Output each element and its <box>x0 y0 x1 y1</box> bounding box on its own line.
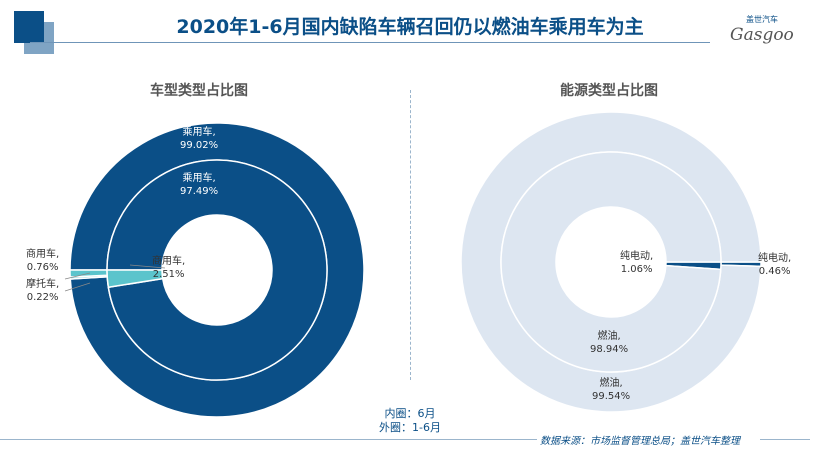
inner-ring-slice <box>106 269 164 289</box>
label-outer-electric: 纯电动, 0.46% <box>758 253 792 277</box>
footer-line <box>760 439 810 440</box>
gasgoo-logo: 盖世汽车 Gasgoo <box>730 15 794 45</box>
data-source: 数据来源：市场监督管理总局；盖世汽车整理 <box>540 436 740 447</box>
leader-line <box>64 272 91 280</box>
title-decoration <box>14 11 44 43</box>
leader-line <box>64 282 91 292</box>
label-inner-electric: 纯电动, 1.06% <box>620 251 654 275</box>
inner-ring-slice <box>106 159 328 381</box>
label-outer-passenger: 乘用车, 99.02% <box>180 127 219 151</box>
footer-line <box>0 439 537 440</box>
label-inner-fuel: 燃油, 98.94% <box>590 331 629 355</box>
page-title: 2020年1-6月国内缺陷车辆召回仍以燃油车乘用车为主 <box>176 16 644 38</box>
label-inner-passenger: 乘用车, 97.49% <box>180 173 219 197</box>
divider <box>410 90 411 380</box>
label-outer-motorcycle: 摩托车, 0.22% <box>26 279 60 303</box>
ring-legend: 内圈：6月 外圈：1-6月 <box>379 407 441 434</box>
leader-line <box>129 264 166 269</box>
chart-title-energy: 能源类型占比图 <box>560 83 658 99</box>
inner-ring-slice <box>500 151 722 373</box>
label-inner-commercial: 商用车, 2.51% <box>152 256 186 280</box>
label-outer-fuel: 燃油, 99.54% <box>592 378 631 402</box>
chart-title-vehicle: 车型类型占比图 <box>150 83 248 99</box>
label-outer-commercial: 商用车, 0.76% <box>26 249 60 273</box>
title-divider <box>30 42 710 43</box>
